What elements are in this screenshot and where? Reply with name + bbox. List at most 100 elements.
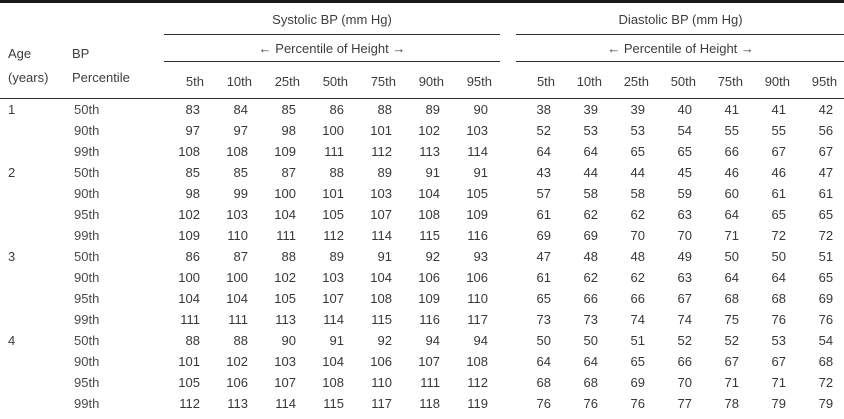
systolic-value-cell: 91 — [473, 164, 489, 180]
systolic-group-header: Systolic BP (mm Hg) — [164, 1, 501, 35]
diastolic-value-cell: 66 — [583, 290, 599, 306]
table-row: 90th 101 102 103 104 106 107 108 64 64 65 66 67 67 68 — [0, 351, 844, 372]
bp-percentile-cell: 99th — [74, 395, 100, 411]
diastolic-value-cell: 64 — [724, 206, 740, 222]
age-cell: 2 — [8, 164, 16, 180]
diastolic-value-cell: 64 — [536, 143, 552, 159]
systolic-value-cell: 109 — [418, 290, 440, 306]
systolic-value-cell: 103 — [370, 185, 392, 201]
column-gap — [500, 225, 516, 246]
systolic-value-cell: 111 — [228, 311, 248, 327]
systolic-value-cell: 112 — [179, 395, 200, 411]
systolic-value-cell: 102 — [418, 122, 440, 138]
diastolic-value-cell: 51 — [818, 248, 834, 264]
diastolic-value-cell: 64 — [583, 353, 599, 369]
systolic-value-cell: 88 — [377, 101, 392, 117]
systolic-value-cell: 110 — [467, 290, 489, 306]
table-row: 95th 104 104 105 107 108 109 110 65 66 66 67 68 68 69 — [0, 288, 844, 309]
systolic-value-cell: 108 — [370, 290, 392, 306]
diastolic-value-cell: 58 — [630, 185, 646, 201]
systolic-value-cell: 84 — [233, 101, 248, 117]
diastolic-value-cell: 67 — [818, 143, 834, 159]
bp-percentile-cell: 95th — [74, 206, 100, 222]
bp-percentile-cell: 99th — [74, 227, 100, 243]
systolic-value-cell: 94 — [473, 332, 489, 348]
table-row: 95th 105 106 107 108 110 111 112 68 68 69 70 71 71 72 — [0, 372, 844, 393]
systolic-value-cell: 101 — [370, 122, 392, 138]
systolic-value-cell: 94 — [425, 332, 440, 348]
diastolic-value-cell: 50 — [583, 332, 599, 348]
bp-percentile-cell: 50th — [74, 164, 100, 180]
systolic-value-cell: 98 — [281, 122, 296, 138]
systolic-value-cell: 85 — [233, 164, 248, 180]
systolic-value-cell: 114 — [275, 395, 296, 411]
systolic-value-cell: 106 — [370, 353, 392, 369]
age-cell — [0, 141, 64, 162]
systolic-value-cell: 88 — [281, 248, 296, 264]
systolic-height-pct-header: 95th — [452, 61, 501, 99]
age-cell — [0, 288, 64, 309]
table-row: 2 50th 85 85 87 88 89 91 91 43 44 44 45 46 46 47 — [0, 162, 844, 183]
diastolic-value-cell: 69 — [536, 227, 552, 243]
systolic-value-cell: 114 — [323, 311, 344, 327]
diastolic-value-cell: 52 — [724, 332, 740, 348]
diastolic-value-cell: 48 — [630, 248, 646, 264]
diastolic-height-pct-header: 95th — [798, 61, 844, 99]
table-row: 4 50th 88 88 90 91 92 94 94 50 50 51 52 52 53 54 — [0, 330, 844, 351]
systolic-value-cell: 116 — [467, 227, 489, 243]
systolic-value-cell: 107 — [274, 374, 296, 390]
bp-percentile-cell: 95th — [74, 290, 100, 306]
diastolic-value-cell: 79 — [818, 395, 834, 411]
systolic-value-cell: 103 — [322, 269, 344, 285]
diastolic-height-pct-header: 25th — [610, 61, 658, 99]
systolic-value-cell: 113 — [419, 143, 440, 159]
diastolic-value-cell: 71 — [771, 374, 787, 390]
diastolic-value-cell: 50 — [771, 248, 787, 264]
diastolic-value-cell: 47 — [536, 248, 552, 264]
diastolic-value-cell: 51 — [630, 332, 646, 348]
diastolic-value-cell: 55 — [771, 122, 787, 138]
systolic-value-cell: 114 — [371, 227, 392, 243]
diastolic-value-cell: 68 — [818, 353, 834, 369]
systolic-value-cell: 88 — [329, 164, 344, 180]
column-gap — [500, 330, 516, 351]
diastolic-value-cell: 39 — [630, 101, 646, 117]
diastolic-value-cell: 61 — [771, 185, 787, 201]
bp-percentile-column-header: BP Percentile — [64, 1, 164, 99]
diastolic-value-cell: 65 — [630, 353, 646, 369]
systolic-value-cell: 104 — [274, 206, 296, 222]
diastolic-value-cell: 67 — [771, 353, 787, 369]
diastolic-value-cell: 76 — [536, 395, 552, 411]
systolic-value-cell: 112 — [371, 143, 392, 159]
diastolic-value-cell: 59 — [677, 185, 693, 201]
diastolic-height-pct-header: 50th — [657, 61, 705, 99]
systolic-value-cell: 85 — [185, 164, 200, 180]
diastolic-value-cell: 66 — [724, 143, 740, 159]
systolic-value-cell: 100 — [226, 269, 248, 285]
diastolic-value-cell: 70 — [630, 227, 646, 243]
systolic-value-cell: 102 — [226, 353, 248, 369]
systolic-value-cell: 103 — [466, 122, 489, 138]
diastolic-value-cell: 78 — [724, 395, 740, 411]
diastolic-value-cell: 65 — [677, 143, 693, 159]
diastolic-value-cell: 71 — [724, 374, 740, 390]
column-gap — [500, 120, 516, 141]
systolic-value-cell: 111 — [324, 143, 344, 159]
bp-percentile-column-header-line1: BP — [72, 46, 90, 61]
age-cell — [0, 183, 64, 204]
diastolic-height-pct-header: 10th — [563, 61, 611, 99]
age-column-header-line1: Age — [8, 46, 32, 61]
systolic-value-cell: 88 — [185, 332, 200, 348]
systolic-value-cell: 91 — [425, 164, 440, 180]
systolic-value-cell: 116 — [419, 311, 440, 327]
diastolic-value-cell: 62 — [630, 269, 646, 285]
systolic-value-cell: 102 — [178, 206, 200, 222]
systolic-value-cell: 105 — [466, 185, 489, 201]
table-row: 99th 112 113 114 115 117 118 119 76 76 76 77 78 79 79 — [0, 393, 844, 414]
diastolic-value-cell: 41 — [724, 101, 740, 117]
bp-percentile-column-header-line2: Percentile — [72, 70, 130, 85]
diastolic-value-cell: 53 — [771, 332, 787, 348]
diastolic-value-cell: 64 — [536, 353, 552, 369]
diastolic-value-cell: 53 — [583, 122, 599, 138]
systolic-height-percentile-label: ← Percentile of Height → — [164, 34, 501, 62]
